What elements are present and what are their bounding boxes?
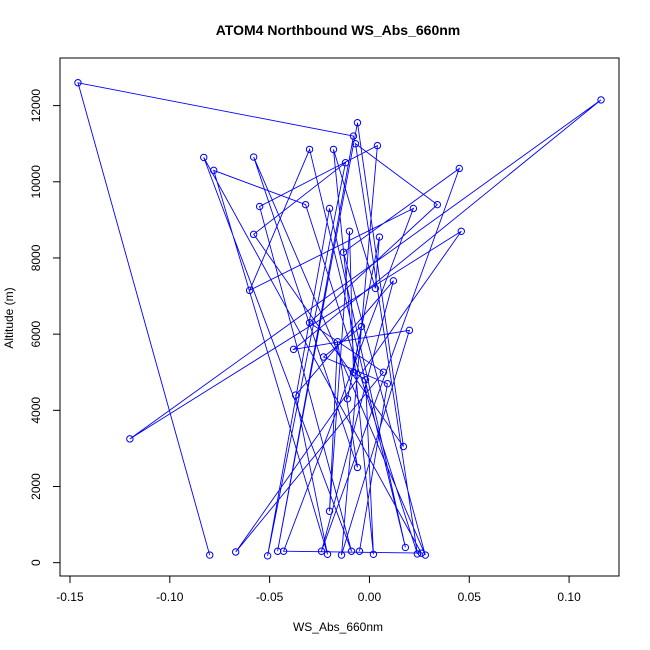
data-point [249, 153, 258, 161]
data-point [349, 132, 358, 140]
data-point [357, 322, 366, 331]
data-point [369, 550, 378, 558]
data-point [339, 248, 348, 256]
data-point [325, 507, 334, 515]
x-tick-label: -0.05 [256, 590, 284, 604]
x-tick-label: -0.15 [56, 590, 84, 604]
data-point [333, 338, 342, 346]
y-axis: 0 2000 4000 6000 8000 10000 12000 [29, 89, 60, 566]
x-tick-label: -0.10 [156, 590, 184, 604]
data-point [200, 153, 208, 162]
data-point [291, 391, 300, 399]
data-point [409, 204, 418, 213]
data-point [413, 550, 422, 558]
data-point [341, 159, 350, 167]
y-axis-label: Altitude (m) [2, 287, 16, 348]
data-point [323, 550, 332, 558]
x-tick-label: 0.05 [458, 590, 482, 604]
y-tick-label: 12000 [29, 89, 43, 123]
x-axis-label: WS_Abs_660nm [293, 620, 383, 634]
data-point [301, 200, 310, 209]
y-tick-label: 10000 [29, 165, 43, 199]
data-point [263, 552, 272, 560]
data-point [361, 376, 370, 384]
data-point [399, 442, 408, 451]
y-tick-label: 8000 [29, 244, 43, 271]
data-point [289, 345, 298, 354]
data-point [353, 119, 362, 127]
data-point [279, 547, 288, 555]
x-tick-label: 0.10 [557, 590, 581, 604]
data-point [383, 379, 392, 388]
data-point [337, 551, 346, 559]
data-point [347, 547, 356, 555]
data-point [206, 551, 214, 559]
data-point [317, 547, 326, 555]
data-point [373, 141, 382, 150]
data-point [319, 353, 328, 361]
series-points [74, 79, 605, 560]
data-point [349, 368, 358, 376]
x-tick-label: 0.00 [358, 590, 382, 604]
data-point [249, 230, 258, 239]
plot-frame [59, 57, 620, 577]
data-point [433, 200, 442, 209]
series-lines [77, 82, 602, 556]
data-point [74, 79, 82, 87]
y-tick-label: 0 [29, 559, 43, 566]
data-point [375, 233, 384, 241]
y-tick-label: 6000 [29, 320, 43, 347]
data-point [329, 145, 338, 154]
data-point [389, 277, 398, 285]
data-point [325, 204, 334, 213]
data-point [305, 145, 314, 154]
data-point [345, 227, 354, 236]
data-point [457, 227, 465, 236]
y-tick-label: 2000 [29, 473, 43, 500]
data-point [351, 139, 360, 148]
x-axis: -0.15 -0.10 -0.05 0.00 0.05 0.10 [56, 576, 581, 604]
data-point [210, 166, 218, 175]
data-point [353, 463, 362, 472]
data-point [379, 368, 388, 376]
y-tick-label: 4000 [29, 397, 43, 424]
data-point [245, 286, 254, 295]
data-point [231, 548, 240, 556]
chart-title: ATOM4 Northbound WS_Abs_660nm [216, 22, 461, 38]
data-point [255, 202, 264, 211]
data-point [597, 96, 605, 104]
data-point [401, 543, 410, 552]
data-point [343, 395, 352, 403]
data-point [126, 435, 134, 443]
data-point [455, 164, 463, 173]
data-point [421, 551, 430, 559]
series-line [77, 82, 602, 556]
data-point [417, 549, 426, 557]
data-point [371, 284, 380, 293]
data-point [305, 319, 314, 327]
data-point [405, 326, 414, 335]
data-point [355, 547, 364, 555]
